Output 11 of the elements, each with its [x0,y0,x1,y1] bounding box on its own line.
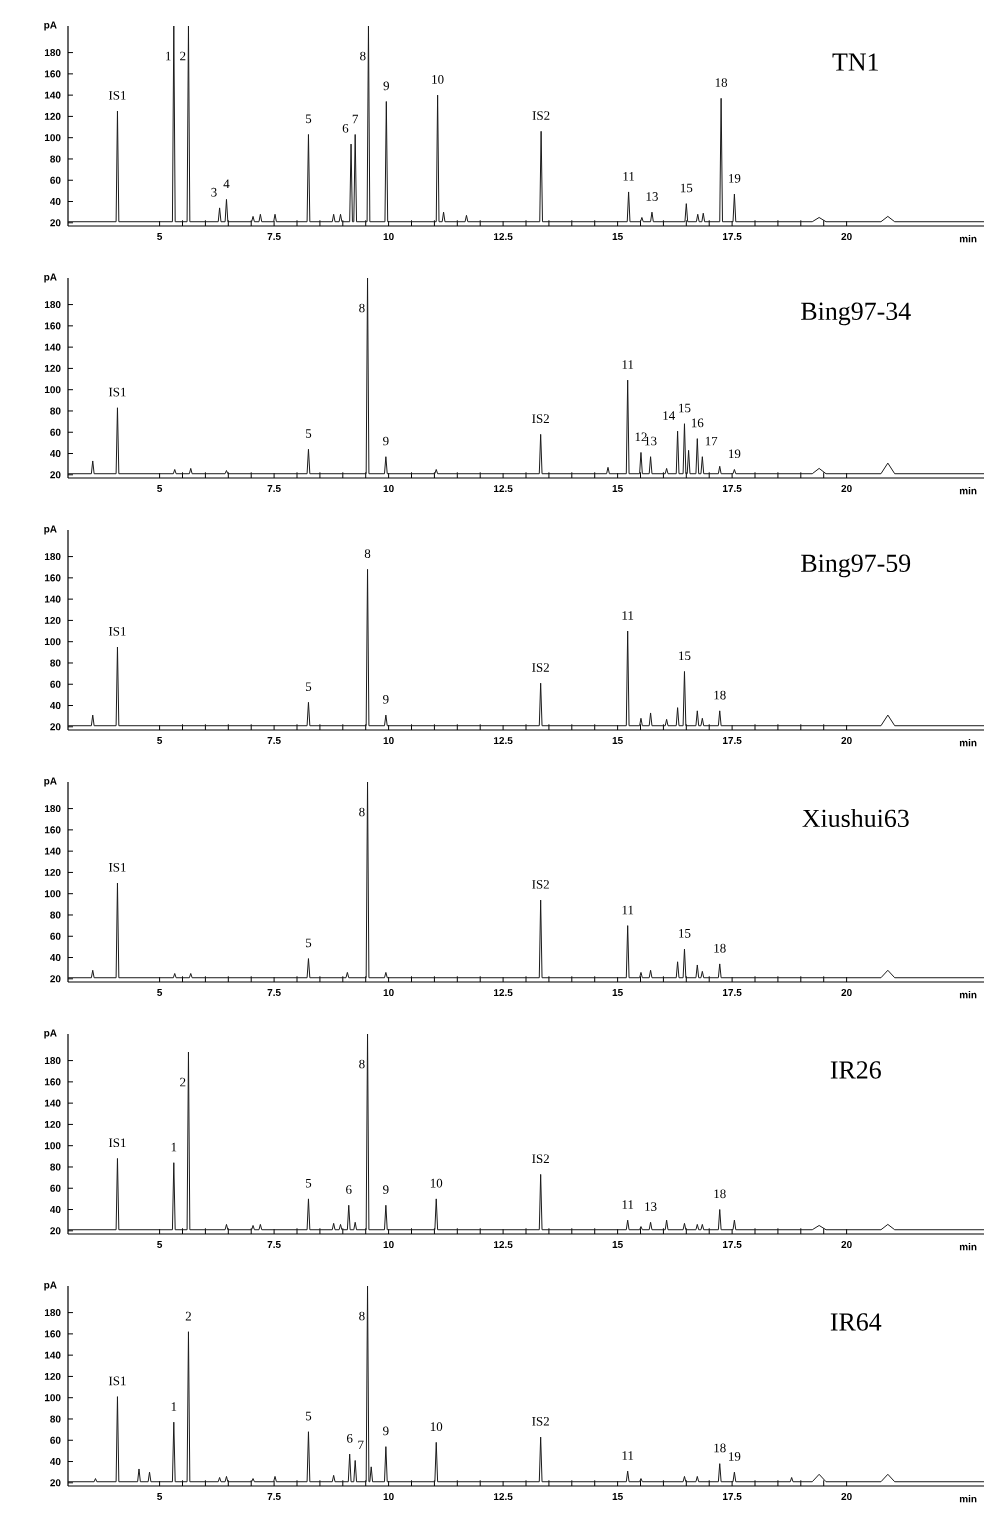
text: Bing97-59 [801,554,911,578]
text: IR64 [830,1313,882,1331]
text: TN1 [832,53,878,71]
line-series [68,781,985,979]
text: Xiushui63 [802,808,909,828]
text: IR26 [830,1061,881,1079]
line-series [68,277,985,475]
text: Bing97-34 [801,302,911,326]
line-series [68,1033,985,1231]
line-series [68,25,985,223]
line-series [68,1286,985,1483]
